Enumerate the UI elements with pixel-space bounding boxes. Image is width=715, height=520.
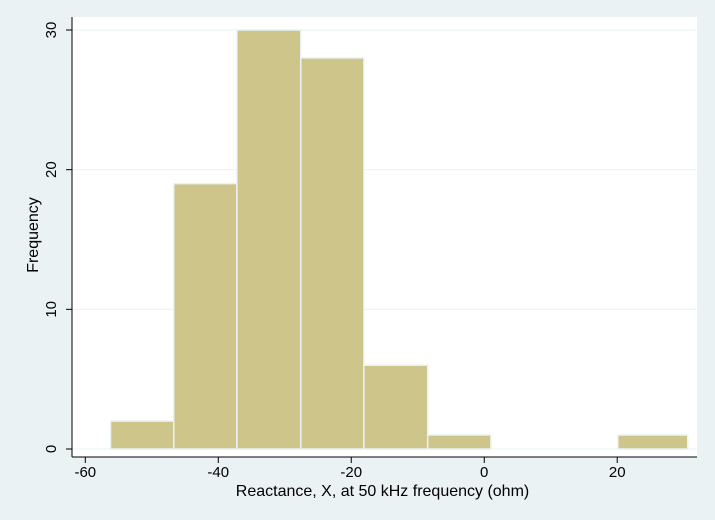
x-tick-label: -60 [74, 464, 96, 481]
y-tick-label: 30 [43, 22, 60, 39]
histogram-bar [109, 420, 175, 450]
x-axis-title: Reactance, X, at 50 kHz frequency (ohm) [236, 483, 529, 500]
x-tick-label: 20 [609, 464, 626, 481]
x-tick-label: 0 [480, 464, 488, 481]
x-tick-label: -40 [207, 464, 229, 481]
y-tick-label: 0 [43, 445, 60, 453]
y-tick-label: 10 [43, 301, 60, 318]
x-tick-label: -20 [340, 464, 362, 481]
y-tick-label: 20 [43, 161, 60, 178]
histogram-bar [299, 57, 365, 450]
tick-labels: -60 -40 -20 0 20 0 10 20 30 [43, 22, 626, 481]
histogram-bar [236, 29, 302, 450]
histogram-bar [172, 182, 238, 450]
bars [109, 29, 689, 450]
histogram-bar [426, 434, 492, 450]
histogram-bar [617, 434, 689, 450]
axes [66, 17, 697, 463]
y-axis-title: Frequency [25, 197, 42, 273]
histogram-bar [363, 364, 429, 450]
